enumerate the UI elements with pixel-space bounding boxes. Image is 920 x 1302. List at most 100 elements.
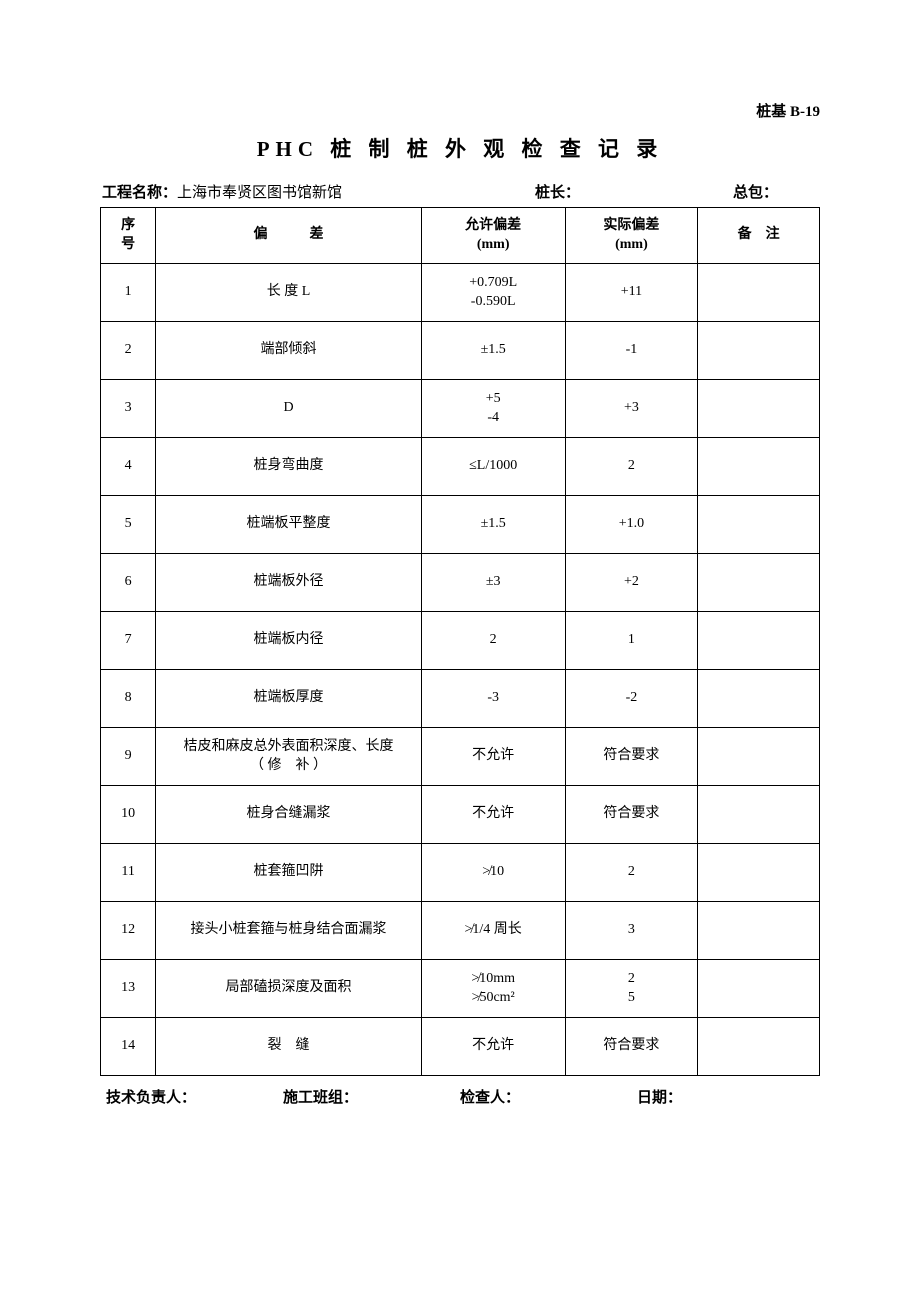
- cell-item: 桩身弯曲度: [156, 438, 421, 496]
- th-note: 备 注: [698, 208, 820, 264]
- footer-tech: 技术负责人：: [106, 1086, 283, 1107]
- table-row: 5 桩端板平整度 ±1.5 +1.0: [101, 496, 820, 554]
- project-label: 工程名称：: [102, 181, 177, 202]
- cell-allow-l1: +0.709L: [426, 274, 561, 293]
- cell-note: [698, 496, 820, 554]
- cell-item: 桩套箍凹阱: [156, 844, 421, 902]
- footer: 技术负责人： 施工班组： 检查人： 日期：: [100, 1086, 820, 1107]
- cell-note: [698, 1018, 820, 1076]
- table-row: 10 桩身合缝漏浆 不允许 符合要求: [101, 786, 820, 844]
- th-index-l2: 号: [105, 236, 151, 255]
- cell-item: 桩身合缝漏浆: [156, 786, 421, 844]
- cell-allow: ±1.5: [421, 322, 565, 380]
- cell-item: 裂 缝: [156, 1018, 421, 1076]
- cell-note: [698, 902, 820, 960]
- cell-allow: -3: [421, 670, 565, 728]
- table-row: 7 桩端板内径 2 1: [101, 612, 820, 670]
- cell-item: 桩端板外径: [156, 554, 421, 612]
- doc-code: 桩基 B-19: [100, 100, 820, 121]
- cell-actual: 2 5: [565, 960, 698, 1018]
- th-index-l1: 序: [105, 217, 151, 236]
- cell-allow-l1: +5: [426, 390, 561, 409]
- cell-item: D: [156, 380, 421, 438]
- cell-item: 桩端板厚度: [156, 670, 421, 728]
- table-row: 13 局部磕损深度及面积 ≯10mm ≯50cm² 2 5: [101, 960, 820, 1018]
- cell-idx: 6: [101, 554, 156, 612]
- cell-allow: ≯1/4 周长: [421, 902, 565, 960]
- cell-idx: 4: [101, 438, 156, 496]
- info-row: 工程名称： 上海市奉贤区图书馆新馆 桩长： 总包：: [100, 181, 820, 202]
- cell-idx: 1: [101, 264, 156, 322]
- cell-note: [698, 322, 820, 380]
- th-actual: 实际偏差 (mm): [565, 208, 698, 264]
- cell-item: 端部倾斜: [156, 322, 421, 380]
- cell-allow-l2: ≯50cm²: [426, 989, 561, 1008]
- cell-actual: +11: [565, 264, 698, 322]
- cell-actual: 符合要求: [565, 786, 698, 844]
- cell-actual: 符合要求: [565, 728, 698, 786]
- table-row: 9 桔皮和麻皮总外表面积深度、长度 （ 修 补 ） 不允许 符合要求: [101, 728, 820, 786]
- cell-item: 桔皮和麻皮总外表面积深度、长度 （ 修 补 ）: [156, 728, 421, 786]
- cell-item-l1: 桔皮和麻皮总外表面积深度、长度: [160, 738, 416, 757]
- cell-item-l2: （ 修 补 ）: [160, 757, 416, 776]
- cell-idx: 7: [101, 612, 156, 670]
- cell-allow: +0.709L -0.590L: [421, 264, 565, 322]
- cell-allow: 不允许: [421, 1018, 565, 1076]
- cell-actual: -1: [565, 322, 698, 380]
- cell-item: 桩端板内径: [156, 612, 421, 670]
- cell-allow: 2: [421, 612, 565, 670]
- cell-idx: 2: [101, 322, 156, 380]
- cell-actual: 2: [565, 844, 698, 902]
- cell-actual-l2: 5: [570, 989, 694, 1008]
- contractor-label: 总包：: [733, 181, 818, 202]
- table-row: 4 桩身弯曲度 ≤L/1000 2: [101, 438, 820, 496]
- cell-actual: +3: [565, 380, 698, 438]
- cell-note: [698, 728, 820, 786]
- cell-idx: 9: [101, 728, 156, 786]
- cell-allow: ≯10: [421, 844, 565, 902]
- cell-allow: 不允许: [421, 786, 565, 844]
- cell-note: [698, 670, 820, 728]
- table-row: 8 桩端板厚度 -3 -2: [101, 670, 820, 728]
- cell-actual: +2: [565, 554, 698, 612]
- cell-idx: 5: [101, 496, 156, 554]
- cell-idx: 14: [101, 1018, 156, 1076]
- cell-allow: +5 -4: [421, 380, 565, 438]
- th-allow: 允许偏差 (mm): [421, 208, 565, 264]
- cell-actual: -2: [565, 670, 698, 728]
- cell-actual: 1: [565, 612, 698, 670]
- cell-idx: 10: [101, 786, 156, 844]
- cell-item: 桩端板平整度: [156, 496, 421, 554]
- cell-idx: 13: [101, 960, 156, 1018]
- cell-note: [698, 960, 820, 1018]
- cell-actual: 符合要求: [565, 1018, 698, 1076]
- project-value: 上海市奉贤区图书馆新馆: [177, 181, 342, 202]
- th-allow-l1: 允许偏差: [426, 217, 561, 236]
- pile-length-label: 桩长：: [495, 181, 580, 202]
- cell-allow: ≯10mm ≯50cm²: [421, 960, 565, 1018]
- table-row: 6 桩端板外径 ±3 +2: [101, 554, 820, 612]
- cell-allow-l2: -0.590L: [426, 293, 561, 312]
- cell-note: [698, 554, 820, 612]
- th-allow-l2: (mm): [426, 236, 561, 255]
- page-title: PHC 桩 制 桩 外 观 检 查 记 录: [100, 133, 820, 163]
- cell-idx: 12: [101, 902, 156, 960]
- cell-idx: 8: [101, 670, 156, 728]
- cell-item: 长 度 L: [156, 264, 421, 322]
- table-row: 1 长 度 L +0.709L -0.590L +11: [101, 264, 820, 322]
- cell-allow-l1: ≯10mm: [426, 970, 561, 989]
- cell-actual: 3: [565, 902, 698, 960]
- footer-inspector: 检查人：: [460, 1086, 637, 1107]
- cell-item: 接头小桩套箍与桩身结合面漏浆: [156, 902, 421, 960]
- th-index: 序 号: [101, 208, 156, 264]
- cell-note: [698, 380, 820, 438]
- table-row: 2 端部倾斜 ±1.5 -1: [101, 322, 820, 380]
- table-body: 1 长 度 L +0.709L -0.590L +11 2 端部倾斜 ±1.5 …: [101, 264, 820, 1076]
- cell-idx: 3: [101, 380, 156, 438]
- cell-actual: 2: [565, 438, 698, 496]
- table-row: 11 桩套箍凹阱 ≯10 2: [101, 844, 820, 902]
- cell-note: [698, 264, 820, 322]
- table-row: 14 裂 缝 不允许 符合要求: [101, 1018, 820, 1076]
- cell-item: 局部磕损深度及面积: [156, 960, 421, 1018]
- inspection-table: 序 号 偏 差 允许偏差 (mm) 实际偏差 (mm) 备 注 1 长 度 L …: [100, 207, 820, 1076]
